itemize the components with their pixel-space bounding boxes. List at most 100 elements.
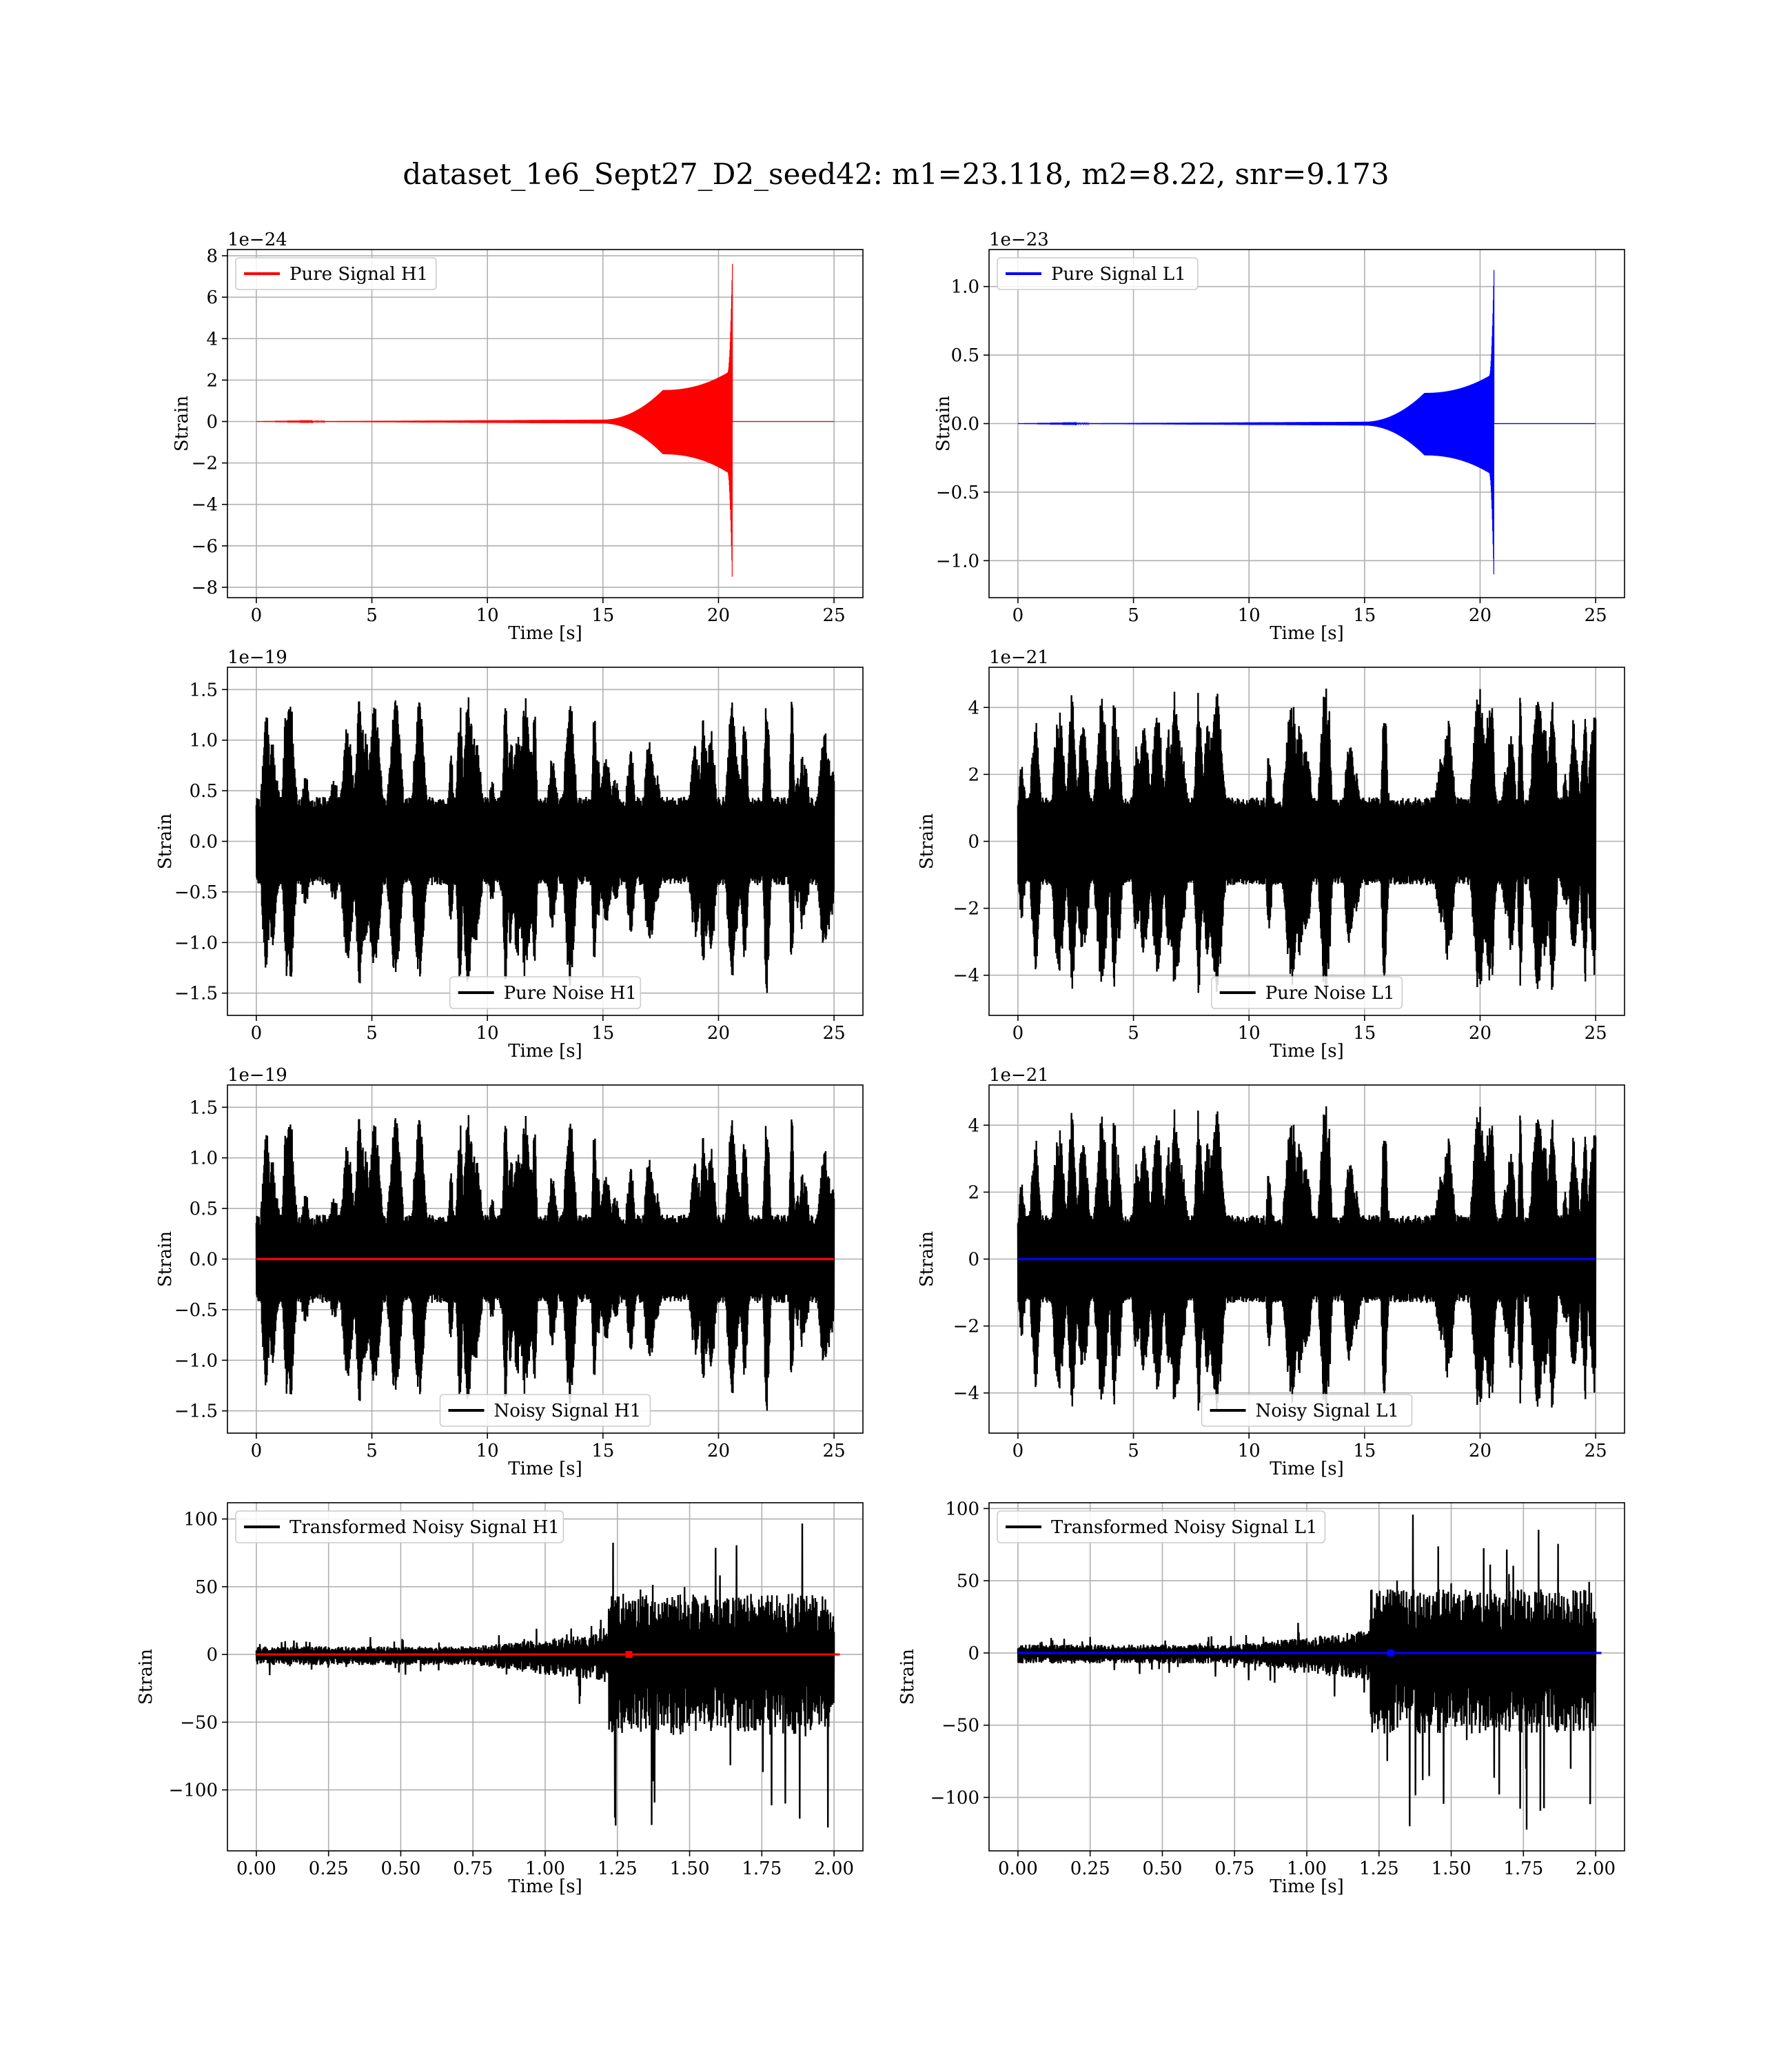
x-tick-label: 1.00 [1287, 1858, 1327, 1879]
x-tick-label: 0.25 [309, 1858, 349, 1879]
y-tick-label: 0.5 [951, 345, 979, 366]
x-tick-label: 20 [1469, 1441, 1491, 1461]
x-tick-label: 0 [1012, 1441, 1024, 1461]
y-tick-label: 50 [957, 1571, 979, 1592]
x-axis-label: Time [s] [1270, 1041, 1344, 1062]
x-axis-label: Time [s] [508, 1041, 582, 1062]
x-tick-label: 15 [1353, 1441, 1376, 1461]
x-tick-label: 20 [1469, 1023, 1491, 1044]
y-axis-label: Strain [917, 813, 937, 870]
y-tick-label: −0.5 [174, 882, 218, 903]
y-tick-label: 8 [206, 246, 218, 267]
x-tick-label: 10 [1238, 605, 1261, 626]
x-tick-label: 5 [1128, 1023, 1139, 1044]
series-line [1017, 1514, 1602, 1830]
series-marker [1387, 1649, 1394, 1656]
series-line [1017, 688, 1597, 993]
y-tick-label: 2 [968, 764, 979, 785]
x-tick-label: 25 [1585, 1441, 1607, 1461]
series-group [1017, 688, 1597, 993]
series-group [255, 1523, 840, 1828]
legend-label: Transformed Noisy Signal H1 [289, 1517, 560, 1538]
x-axis-label: Time [s] [508, 1459, 582, 1479]
x-tick-label: 0.50 [1143, 1858, 1183, 1879]
y-tick-label: 4 [968, 698, 979, 718]
x-tick-label: 1.25 [1359, 1858, 1399, 1879]
x-tick-label: 10 [476, 1441, 499, 1461]
x-axis-label: Time [s] [1270, 1876, 1344, 1897]
legend: Transformed Noisy Signal L1 [997, 1510, 1326, 1543]
legend-label: Pure Signal H1 [289, 264, 428, 285]
y-tick-label: −2 [953, 1317, 979, 1337]
x-tick-label: 5 [366, 1441, 378, 1461]
x-tick-label: 20 [707, 605, 730, 626]
series-group [256, 263, 835, 577]
offset-text: 1e−19 [227, 647, 287, 668]
y-tick-label: −1.5 [174, 1401, 218, 1422]
y-axis-label: Strain [155, 1231, 176, 1288]
legend: Noisy Signal L1 [1201, 1394, 1413, 1427]
figure-title: dataset_1e6_Sept27_D2_seed42: m1=23.118,… [403, 157, 1389, 191]
chart-pure-signal-l1: 0 5 10 15 20 25 1.0 0.5 0.0 −0.5 −1.0 Time [s] Strai… [933, 230, 1625, 644]
y-tick-label: −4 [192, 495, 218, 516]
x-tick-label: 10 [1238, 1441, 1261, 1461]
series-line [256, 263, 835, 577]
x-tick-label: 0.50 [381, 1858, 421, 1879]
x-tick-label: 25 [1585, 605, 1607, 626]
x-tick-label: 20 [1469, 605, 1491, 626]
legend-box [235, 1510, 564, 1543]
offset-text: 1e−24 [227, 230, 287, 250]
legend-box [1210, 976, 1403, 1009]
y-tick-label: 0 [206, 1645, 218, 1665]
panel-noisy-signal-l1: 0 5 10 15 20 25 4 2 0 −2 −4 Time [s] Strain 1e−21 Nois… [917, 1065, 1625, 1479]
series-group [1017, 1514, 1602, 1830]
y-tick-label: 0.5 [190, 781, 218, 802]
x-tick-label: 5 [366, 1023, 378, 1044]
y-tick-label: 1.5 [190, 680, 218, 700]
x-tick-label: 0.25 [1070, 1858, 1110, 1879]
chart-transformed-noisy-signal-h1: 0.00 0.25 0.50 0.75 1.00 1.25 1.50 1.75 2.00 100 5… [136, 1502, 864, 1897]
y-tick-label: 4 [968, 1115, 979, 1136]
y-axis-label: Strain [136, 1649, 156, 1705]
x-tick-label: 0 [1012, 605, 1024, 626]
x-tick-label: 25 [823, 1023, 846, 1044]
x-tick-label: 10 [476, 1023, 499, 1044]
series-line [255, 1115, 835, 1411]
legend: Pure Signal L1 [997, 257, 1199, 290]
y-tick-label: −50 [180, 1712, 218, 1733]
legend-label: Transformed Noisy Signal L1 [1051, 1517, 1317, 1538]
legend-label: Pure Noise H1 [504, 983, 637, 1004]
y-tick-label: −1.0 [936, 551, 979, 571]
x-tick-label: 2.00 [1576, 1858, 1616, 1879]
y-tick-label: 4 [206, 329, 218, 349]
x-tick-label: 25 [823, 1441, 846, 1461]
series-line [1017, 1106, 1597, 1411]
y-axis-label: Strain [917, 1231, 937, 1288]
panel-transformed-noisy-signal-l1: 0.00 0.25 0.50 0.75 1.00 1.25 1.50 1.75 2.00 100 5… [897, 1499, 1625, 1897]
x-tick-label: 20 [707, 1023, 730, 1044]
offset-text: 1e−21 [989, 1065, 1049, 1086]
x-tick-label: 1.75 [742, 1858, 782, 1879]
x-tick-label: 1.75 [1503, 1858, 1543, 1879]
legend: Transformed Noisy Signal H1 [235, 1510, 564, 1543]
y-tick-label: 6 [206, 287, 218, 308]
legend-label: Pure Noise L1 [1265, 983, 1395, 1004]
offset-text: 1e−19 [227, 1065, 287, 1086]
y-tick-label: −2 [953, 899, 979, 920]
y-tick-label: 0.0 [190, 1250, 218, 1270]
panel-transformed-noisy-signal-h1: 0.00 0.25 0.50 0.75 1.00 1.25 1.50 1.75 2.00 100 5… [136, 1502, 864, 1897]
y-tick-label: −100 [930, 1787, 979, 1808]
offset-text: 1e−23 [989, 230, 1049, 250]
y-tick-label: 0 [968, 1250, 979, 1270]
legend-box [449, 976, 642, 1009]
y-tick-label: 0.5 [190, 1199, 218, 1219]
x-tick-label: 1.25 [598, 1858, 638, 1879]
y-axis-label: Strain [172, 396, 192, 452]
legend-box [439, 1394, 651, 1427]
x-tick-label: 0 [251, 1441, 263, 1461]
x-tick-label: 25 [823, 605, 846, 626]
panel-pure-signal-l1: 0 5 10 15 20 25 1.0 0.5 0.0 −0.5 −1.0 Time [s] Strai… [933, 230, 1625, 644]
x-tick-label: 0.00 [998, 1858, 1038, 1879]
